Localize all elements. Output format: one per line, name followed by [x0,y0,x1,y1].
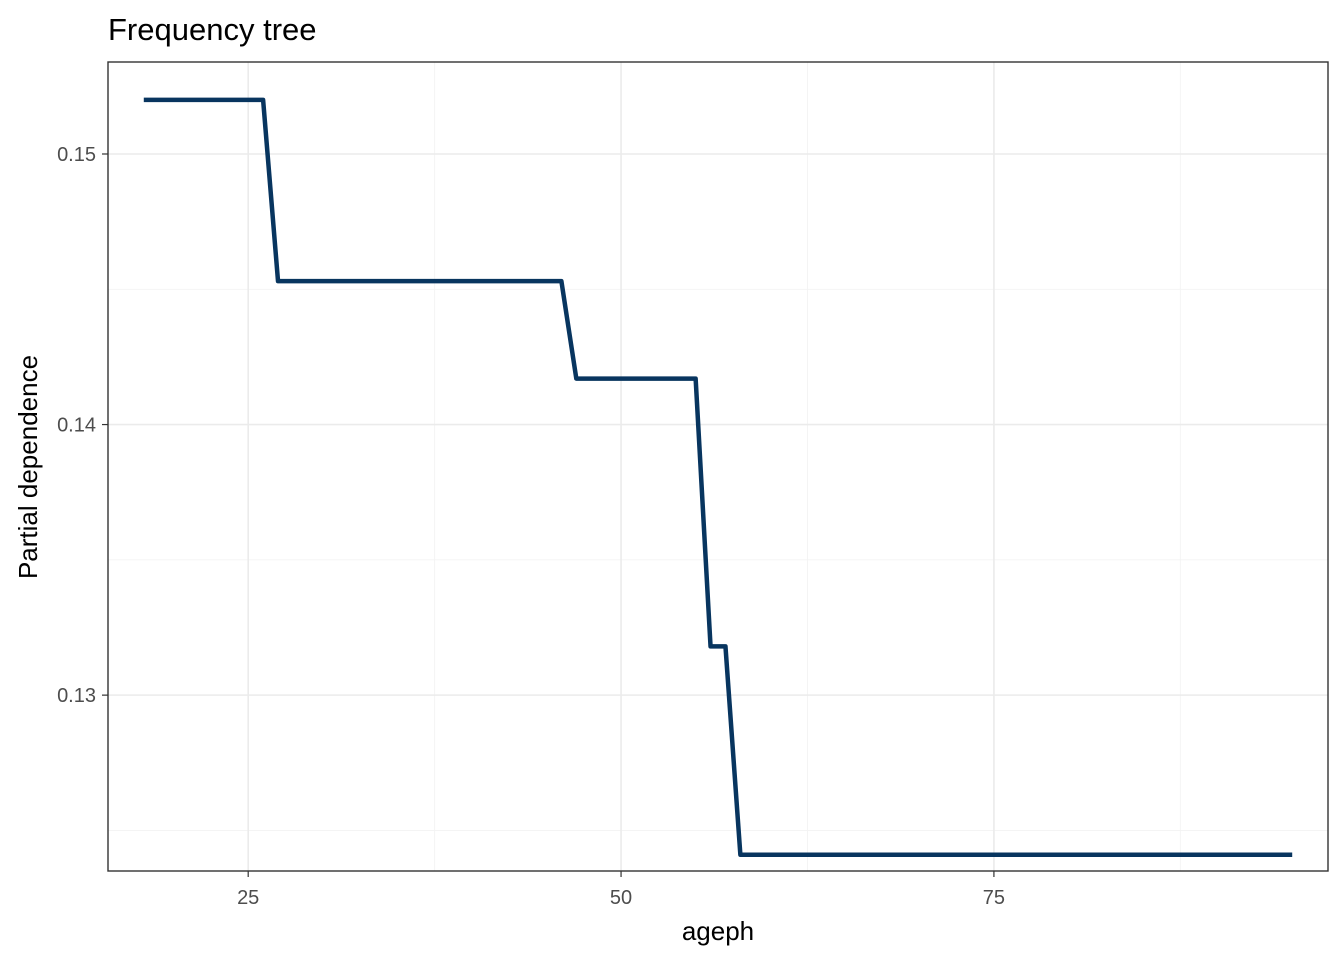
axes: 25 50 75 0.13 0.14 0.15 [57,144,1005,909]
x-tick-label: 25 [237,887,259,909]
grid-lines [108,62,1328,871]
y-tick-label: 0.14 [57,415,96,437]
chart-title: Frequency tree [108,12,317,47]
y-tick-label: 0.15 [57,144,96,166]
plot-area [143,97,1293,858]
x-axis-title: ageph [682,916,754,946]
y-axis-title: Partial dependence [13,355,43,579]
panel-border [107,61,1329,872]
x-tick-label: 75 [983,887,1005,909]
y-tick-label: 0.13 [57,685,96,707]
partial-dependence-line [143,97,1293,858]
x-tick-label: 50 [610,887,632,909]
